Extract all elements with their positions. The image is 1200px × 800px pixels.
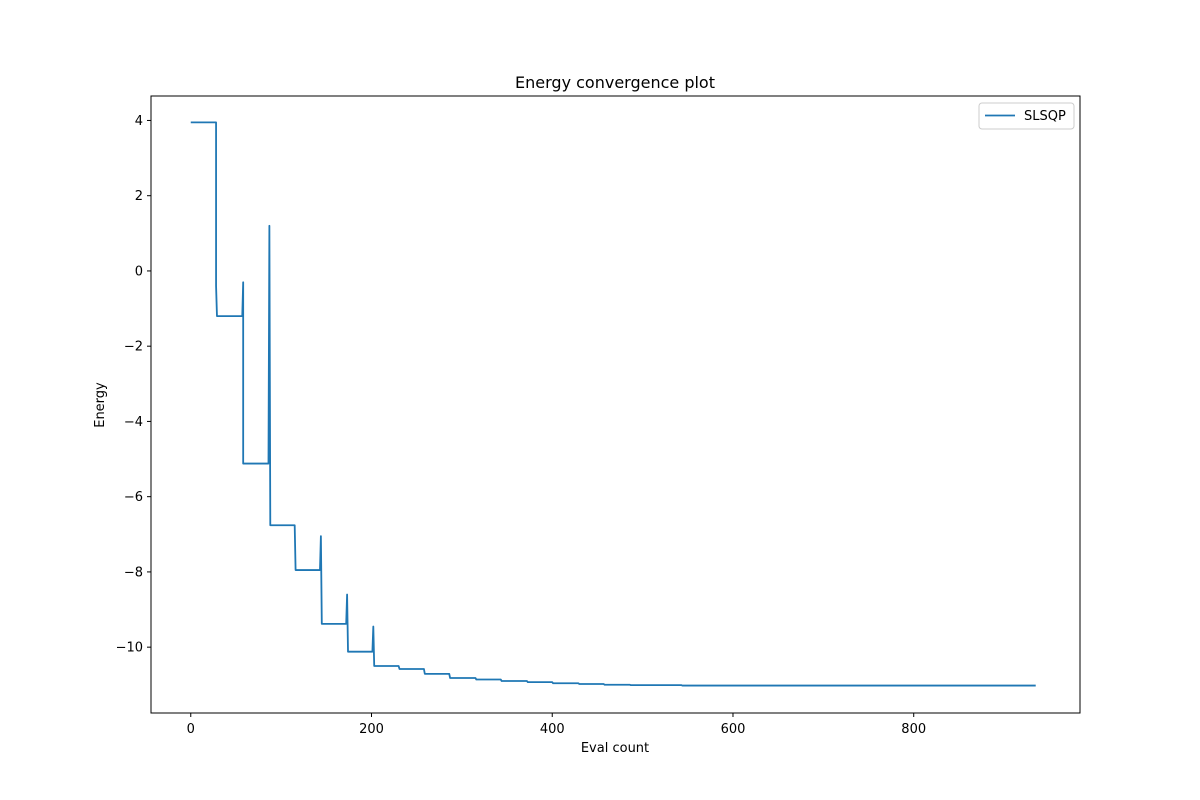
x-tick-label: 200 — [359, 722, 384, 737]
x-tick-label: 600 — [721, 722, 746, 737]
legend: SLSQP — [978, 102, 1075, 130]
y-axis-label: Energy — [93, 382, 108, 428]
y-tick-label: 2 — [135, 189, 143, 204]
y-tick-label: 0 — [135, 264, 143, 279]
x-tick-label: 0 — [187, 722, 195, 737]
x-axis-label: Eval count — [581, 741, 649, 756]
series-line-slsqp — [190, 121, 1036, 687]
plot-frame — [150, 95, 1081, 714]
y-axis: 4 2 0 −2 −4 −6 −8 −10 — [116, 114, 151, 656]
y-tick-label: −8 — [124, 565, 143, 580]
x-tick-label: 800 — [901, 722, 926, 737]
y-tick-label: −4 — [124, 415, 143, 430]
legend-label-slsqp: SLSQP — [1024, 109, 1066, 124]
x-tick-label: 400 — [540, 722, 565, 737]
y-tick-label: 4 — [135, 114, 143, 129]
y-tick-label: −10 — [116, 641, 143, 656]
y-tick-label: −6 — [124, 490, 143, 505]
x-axis: 0 200 400 600 800 — [187, 713, 926, 737]
series-layer — [190, 121, 1036, 687]
plot-area — [150, 95, 1081, 714]
y-tick-label: −2 — [124, 340, 143, 355]
chart-title: Energy convergence plot — [515, 73, 715, 92]
legend-box — [978, 102, 1075, 130]
